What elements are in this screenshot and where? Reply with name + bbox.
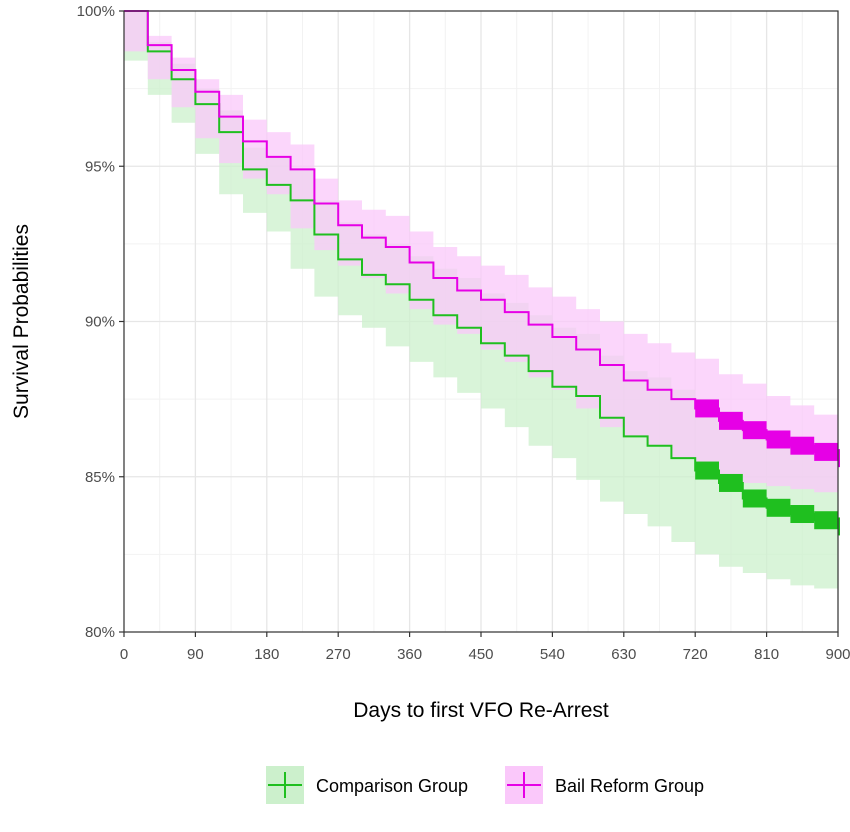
censor-marks-1 (790, 436, 815, 455)
censor-marks-1 (766, 430, 791, 449)
y-tick-label: 80% (85, 624, 115, 641)
censor-marks-0 (742, 489, 767, 508)
y-tick-label: 85% (85, 469, 115, 486)
y-tick-label: 95% (85, 158, 115, 175)
x-tick-label: 540 (540, 646, 565, 663)
legend: Comparison Group Bail Reform Group (266, 766, 704, 804)
x-axis-title: Days to first VFO Re-Arrest (353, 699, 609, 722)
legend-item-0: Comparison Group (266, 766, 468, 804)
censor-marks-1 (814, 442, 838, 461)
censor-marks-0 (838, 517, 840, 536)
confidence-band-1 (124, 11, 838, 493)
censor-marks-0 (790, 505, 815, 524)
x-tick-label: 360 (397, 646, 422, 663)
survival-curves (124, 10, 840, 536)
y-tick-label: 100% (77, 3, 115, 20)
censor-marks-0 (766, 498, 791, 517)
censor-marks-1 (742, 421, 767, 440)
censor-marks-1 (695, 399, 719, 418)
censor-marks-0 (695, 461, 719, 480)
legend-label: Bail Reform Group (555, 776, 704, 796)
censor-marks-1 (838, 449, 840, 468)
legend-label: Comparison Group (316, 776, 468, 796)
x-tick-label: 270 (326, 646, 351, 663)
censor-marks-0 (719, 473, 743, 492)
x-tick-label: 450 (468, 646, 493, 663)
x-tick-label: 180 (254, 646, 279, 663)
censor-marks-1 (719, 411, 743, 430)
x-tick-label: 810 (754, 646, 779, 663)
x-tick-label: 720 (683, 646, 708, 663)
axis-ticks: 0 90 180 270 360 450 540 630 720 810 900 80% 85% 90% 9… (77, 3, 850, 663)
x-tick-label: 90 (187, 646, 204, 663)
y-tick-label: 90% (85, 314, 115, 331)
censor-marks-0 (814, 511, 838, 530)
y-axis-title: Survival Probabilities (10, 224, 33, 419)
x-tick-label: 900 (825, 646, 850, 663)
legend-item-1: Bail Reform Group (505, 766, 704, 804)
x-tick-label: 0 (120, 646, 128, 663)
x-tick-label: 630 (611, 646, 636, 663)
